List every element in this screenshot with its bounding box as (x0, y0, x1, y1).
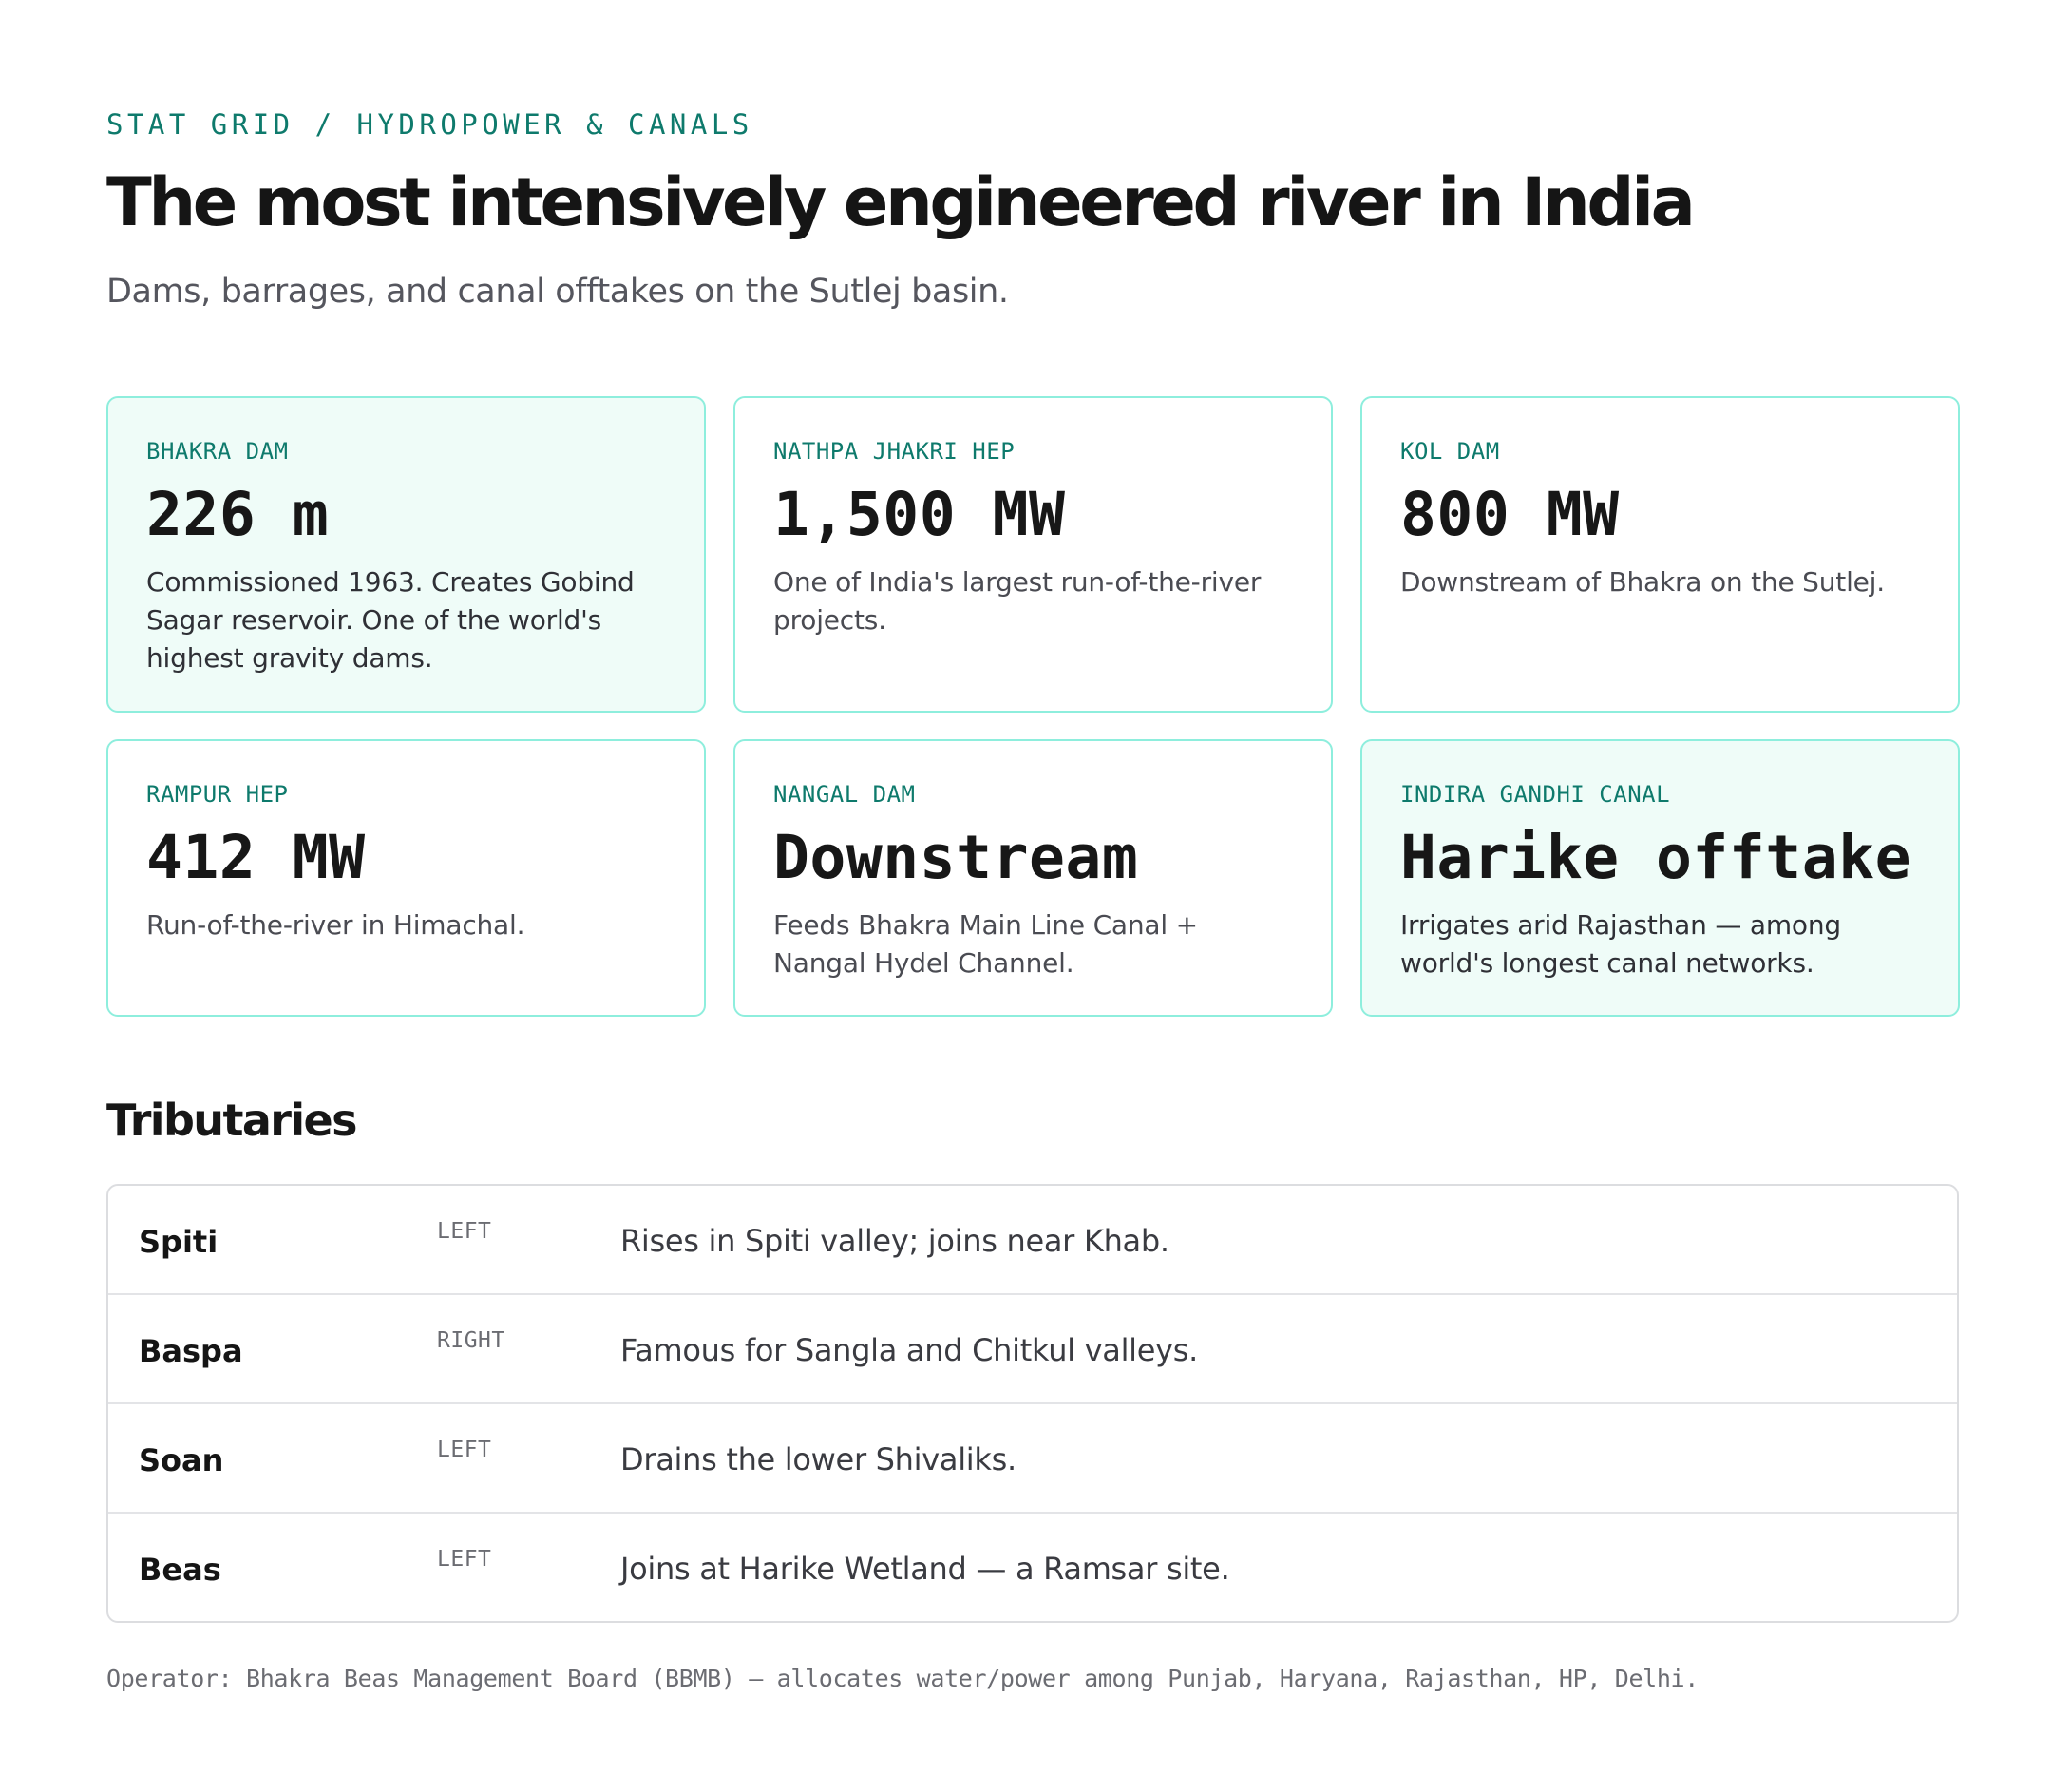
tributary-description: Rises in Spiti valley; joins near Khab. (620, 1223, 1169, 1259)
tributary-bank: LEFT (437, 1219, 492, 1244)
stat-value: 412 MW (146, 823, 366, 892)
tributary-name: Baspa (139, 1333, 243, 1369)
tributary-description: Famous for Sangla and Chitkul valleys. (620, 1332, 1199, 1368)
stat-description: Commissioned 1963. Creates Gobind Sagar … (146, 566, 635, 674)
stat-card: NATHPA JHAKRI HEP 1,500 MW One of India'… (733, 396, 1333, 713)
stat-grid: BHAKRA DAM 226 m Commissioned 1963. Crea… (106, 396, 1960, 1017)
eyebrow: STAT GRID / HYDROPOWER & CANALS (106, 108, 753, 141)
table-row: Baspa RIGHT Famous for Sangla and Chitku… (108, 1293, 1957, 1402)
stat-card: NANGAL DAM Downstream Feeds Bhakra Main … (733, 739, 1333, 1017)
stat-value: 1,500 MW (773, 480, 1066, 549)
tributary-bank: LEFT (437, 1547, 492, 1572)
stat-value: Downstream (773, 823, 1139, 892)
stat-card: INDIRA GANDHI CANAL Harike offtake Irrig… (1360, 739, 1960, 1017)
table-row: Beas LEFT Joins at Harike Wetland — a Ra… (108, 1512, 1957, 1621)
page-subtitle: Dams, barrages, and canal offtakes on th… (106, 273, 1009, 311)
stat-value: Harike offtake (1400, 823, 1912, 892)
stat-description: Downstream of Bhakra on the Sutlej. (1400, 566, 1885, 598)
stat-description: One of India's largest run-of-the-river … (773, 566, 1262, 636)
footnote: Operator: Bhakra Beas Management Board (… (106, 1665, 1699, 1692)
tributaries-table: Spiti LEFT Rises in Spiti valley; joins … (106, 1184, 1959, 1623)
tributary-bank: RIGHT (437, 1328, 505, 1353)
table-row: Spiti LEFT Rises in Spiti valley; joins … (108, 1186, 1957, 1293)
stat-card: KOL DAM 800 MW Downstream of Bhakra on t… (1360, 396, 1960, 713)
stat-card: RAMPUR HEP 412 MW Run-of-the-river in Hi… (106, 739, 706, 1017)
stat-card: BHAKRA DAM 226 m Commissioned 1963. Crea… (106, 396, 706, 713)
tributary-description: Joins at Harike Wetland — a Ramsar site. (620, 1551, 1230, 1587)
stat-description: Run-of-the-river in Himachal. (146, 909, 525, 941)
tributary-bank: LEFT (437, 1438, 492, 1462)
stat-label: KOL DAM (1400, 438, 1500, 465)
tributary-name: Beas (139, 1552, 221, 1588)
stat-label: INDIRA GANDHI CANAL (1400, 781, 1671, 808)
tributary-description: Drains the lower Shivaliks. (620, 1441, 1016, 1477)
page-title: The most intensively engineered river in… (106, 163, 1696, 241)
stat-value: 800 MW (1400, 480, 1620, 549)
tributary-name: Soan (139, 1442, 224, 1478)
table-row: Soan LEFT Drains the lower Shivaliks. (108, 1402, 1957, 1512)
stat-label: BHAKRA DAM (146, 438, 289, 465)
tributaries-heading: Tributaries (106, 1095, 358, 1146)
stat-description: Feeds Bhakra Main Line Canal + Nangal Hy… (773, 909, 1198, 979)
stat-label: NANGAL DAM (773, 781, 916, 808)
stat-value: 226 m (146, 480, 330, 549)
stat-description: Irrigates arid Rajasthan — among world's… (1400, 909, 1841, 979)
tributary-name: Spiti (139, 1224, 218, 1260)
stat-label: NATHPA JHAKRI HEP (773, 438, 1016, 465)
stat-label: RAMPUR HEP (146, 781, 289, 808)
